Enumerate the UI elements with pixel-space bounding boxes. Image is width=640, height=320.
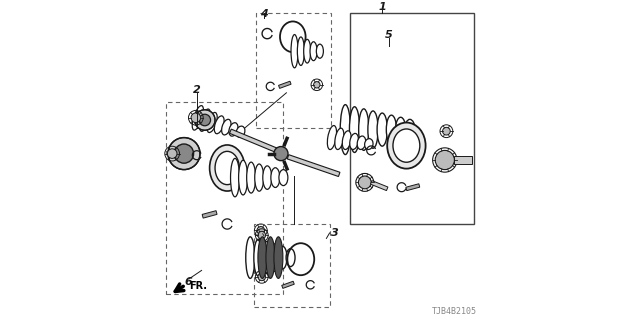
Ellipse shape [215, 151, 239, 185]
Text: FR.: FR. [189, 281, 207, 292]
Text: 5: 5 [385, 30, 393, 40]
Ellipse shape [349, 107, 360, 152]
Ellipse shape [271, 168, 280, 188]
Ellipse shape [192, 106, 204, 130]
Circle shape [443, 127, 451, 135]
Polygon shape [287, 155, 340, 177]
Circle shape [195, 110, 215, 130]
Text: 3: 3 [330, 228, 339, 238]
Circle shape [314, 82, 320, 88]
Ellipse shape [368, 111, 378, 148]
Ellipse shape [254, 239, 263, 276]
Bar [351, 13, 474, 224]
Ellipse shape [327, 125, 337, 149]
Text: 2: 2 [193, 84, 201, 95]
Ellipse shape [365, 139, 373, 149]
Circle shape [168, 138, 200, 170]
Ellipse shape [246, 162, 255, 193]
Ellipse shape [291, 35, 298, 68]
Ellipse shape [316, 44, 323, 58]
Circle shape [258, 273, 266, 281]
Ellipse shape [263, 166, 272, 189]
Ellipse shape [229, 123, 238, 136]
Polygon shape [371, 180, 388, 191]
Ellipse shape [221, 119, 231, 135]
Polygon shape [406, 184, 420, 191]
Ellipse shape [266, 237, 275, 278]
Circle shape [199, 114, 211, 126]
Circle shape [358, 176, 371, 189]
Ellipse shape [255, 164, 264, 191]
Ellipse shape [207, 112, 217, 132]
Ellipse shape [340, 105, 351, 155]
Ellipse shape [304, 39, 311, 63]
Ellipse shape [239, 160, 248, 195]
Ellipse shape [262, 242, 271, 274]
Ellipse shape [246, 237, 255, 278]
Ellipse shape [335, 128, 344, 149]
Ellipse shape [358, 109, 369, 150]
Ellipse shape [342, 131, 351, 149]
Circle shape [168, 149, 177, 158]
Ellipse shape [393, 129, 420, 162]
Polygon shape [454, 156, 472, 164]
Circle shape [435, 150, 454, 170]
Circle shape [257, 227, 265, 234]
Polygon shape [282, 281, 294, 288]
Circle shape [174, 144, 194, 163]
Ellipse shape [286, 249, 295, 267]
Circle shape [274, 147, 288, 161]
Ellipse shape [236, 126, 245, 137]
Ellipse shape [210, 145, 244, 191]
Ellipse shape [214, 116, 224, 134]
Ellipse shape [310, 42, 317, 61]
Ellipse shape [357, 136, 365, 149]
Text: 4: 4 [260, 9, 268, 20]
Text: TJB4B2105: TJB4B2105 [432, 308, 477, 316]
Ellipse shape [349, 133, 358, 149]
Text: 6: 6 [185, 277, 193, 287]
Ellipse shape [274, 237, 283, 278]
Circle shape [191, 113, 201, 123]
Text: 1: 1 [378, 2, 387, 12]
Ellipse shape [396, 117, 406, 142]
Ellipse shape [200, 109, 211, 131]
Ellipse shape [298, 37, 305, 66]
Circle shape [258, 231, 266, 239]
Polygon shape [202, 211, 217, 218]
Ellipse shape [258, 237, 267, 278]
Ellipse shape [377, 113, 387, 146]
Ellipse shape [278, 246, 287, 269]
Polygon shape [278, 81, 291, 88]
Ellipse shape [387, 123, 426, 169]
Ellipse shape [230, 158, 239, 197]
Ellipse shape [404, 119, 415, 140]
Ellipse shape [270, 244, 279, 271]
Polygon shape [230, 129, 278, 152]
Ellipse shape [279, 170, 288, 186]
Ellipse shape [387, 115, 397, 144]
